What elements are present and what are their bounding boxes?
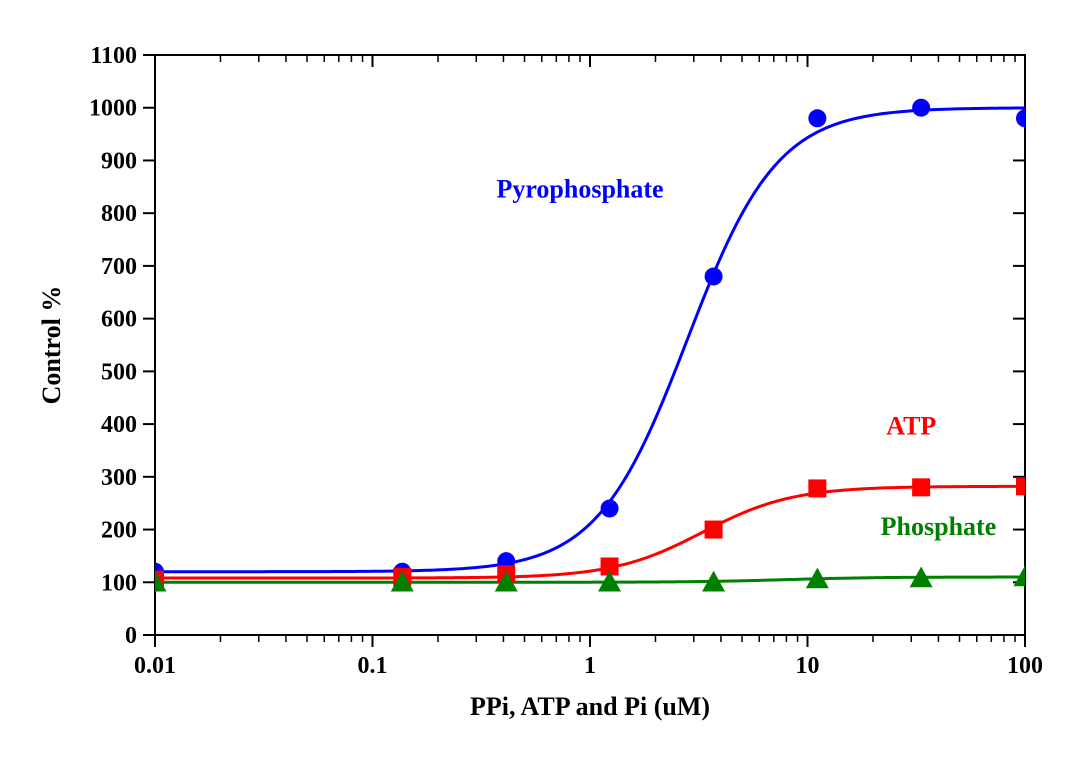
svg-text:1100: 1100 [90, 43, 137, 69]
svg-text:100: 100 [101, 570, 137, 596]
svg-text:900: 900 [101, 148, 137, 174]
svg-text:300: 300 [101, 465, 137, 491]
chart-container: 0.010.1110100010020030040050060070080090… [0, 0, 1080, 769]
svg-text:800: 800 [101, 201, 137, 227]
svg-text:200: 200 [101, 518, 137, 544]
svg-text:700: 700 [101, 254, 137, 280]
svg-text:1000: 1000 [89, 96, 137, 122]
y-axis-title: Control % [37, 286, 66, 405]
series-label: Phosphate [881, 512, 997, 541]
svg-text:0: 0 [125, 623, 137, 649]
svg-text:500: 500 [101, 359, 137, 385]
svg-text:400: 400 [101, 412, 137, 438]
series-label: Pyrophosphate [496, 174, 663, 203]
svg-text:1: 1 [584, 653, 596, 679]
chart-svg: 0.010.1110100010020030040050060070080090… [0, 0, 1080, 769]
svg-text:10: 10 [796, 653, 820, 679]
svg-text:0.1: 0.1 [358, 653, 388, 679]
svg-text:600: 600 [101, 307, 137, 333]
svg-text:100: 100 [1007, 653, 1043, 679]
x-axis-title: PPi, ATP and Pi (uM) [470, 692, 710, 721]
svg-text:0.01: 0.01 [134, 653, 176, 679]
series-label: ATP [886, 412, 936, 441]
